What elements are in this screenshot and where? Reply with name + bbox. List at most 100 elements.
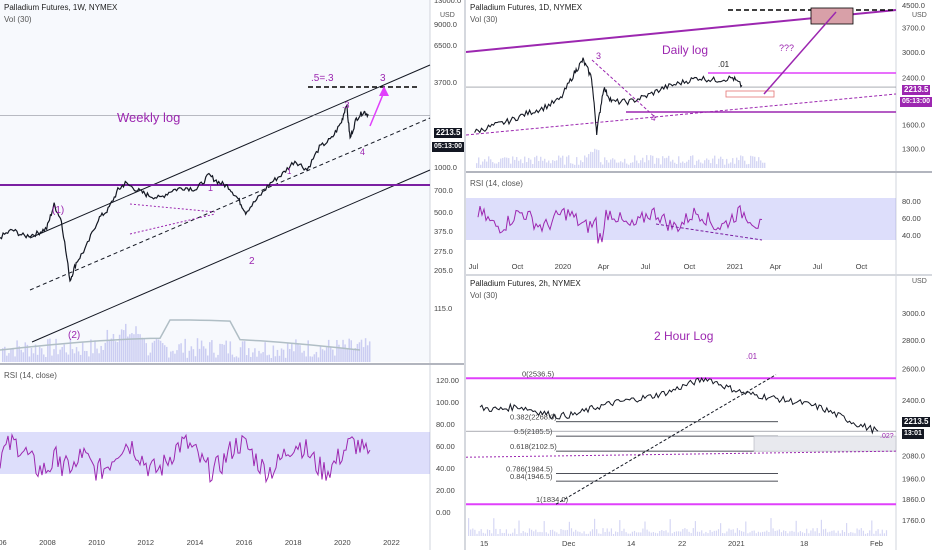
weekly-volume-bar	[297, 343, 299, 362]
weekly-volume-bar	[346, 348, 348, 362]
weekly-volume-bar	[38, 346, 41, 362]
hourly-volume-bar	[627, 533, 629, 536]
weekly-x-tick-label: 2008	[39, 538, 56, 547]
hourly-volume-bar	[468, 518, 470, 536]
weekly-volume-bar	[237, 357, 240, 362]
weekly-volume-bar	[305, 356, 307, 362]
daily-log-label: Daily log	[662, 43, 709, 57]
daily-volume-bar	[572, 163, 574, 168]
daily-volume-bar	[662, 156, 664, 168]
weekly-volume-bar	[313, 354, 316, 362]
hourly-volume-bar	[768, 532, 770, 536]
weekly-volume-bar	[98, 353, 100, 362]
panel-divider-horizontal[interactable]	[466, 274, 932, 276]
weekly-volume-bar	[348, 338, 350, 362]
daily-volume-bar	[558, 155, 560, 168]
weekly-volume-bar	[77, 351, 80, 362]
weekly-volume-bar	[79, 354, 82, 362]
weekly-volume-bar	[307, 340, 309, 362]
hourly-volume-bar	[736, 528, 738, 536]
hourly-volume-bar	[778, 529, 780, 536]
weekly-volume-bar	[172, 350, 174, 362]
weekly-volume-bar	[254, 348, 256, 362]
weekly-volume-bar	[55, 338, 57, 362]
daily-volume-bar	[722, 158, 724, 168]
weekly-volume-bar	[270, 357, 273, 362]
daily-volume-bar	[640, 160, 642, 168]
daily-volume-bar	[646, 155, 648, 168]
daily-volume-bar	[716, 164, 718, 168]
weekly-volume-bar	[8, 353, 10, 362]
weekly-volume-bar	[227, 353, 229, 362]
hourly-volume-bar	[780, 532, 783, 536]
weekly-volume-bar	[114, 341, 117, 362]
hourly-volume-bar	[602, 528, 604, 536]
daily-volume-bar	[614, 159, 616, 168]
weekly-volume-bar	[161, 343, 164, 362]
hourly-chart-panel[interactable]: 1760.0 1860.0 1960.0 2080.0 2400.0 2600.0 2800…	[466, 276, 932, 550]
hourly-volume-bar	[787, 533, 789, 536]
weekly-chart-svg: 115.0205.0275.0375.0500.0700.01000.01400…	[0, 0, 464, 550]
weekly-volume-bar	[221, 344, 223, 362]
hourly-volume-bar	[575, 529, 577, 536]
hourly-volume-bar	[516, 533, 518, 536]
weekly-volume-bar	[159, 340, 162, 362]
hourly-volume-bar	[524, 532, 526, 536]
daily-volume-bar	[504, 157, 506, 168]
hourly-volume-bar	[795, 520, 797, 536]
weekly-y-tick-label: 205.0	[434, 266, 453, 275]
weekly-volume-bar	[368, 341, 371, 362]
hourly-volume-bar	[552, 529, 554, 536]
panel-divider-vertical[interactable]	[464, 0, 466, 550]
weekly-rsi-tick-label: 40.00	[436, 464, 455, 473]
weekly-volume-bar	[49, 338, 51, 362]
daily-rsi-label: RSI (14, close)	[470, 179, 523, 188]
hourly-price-series	[479, 377, 879, 435]
daily-volume-bar	[490, 159, 492, 168]
hourly-volume-bar	[625, 532, 627, 536]
daily-y-tick-label: 2400.0	[902, 74, 925, 83]
hourly-volume-bar	[869, 530, 871, 536]
daily-volume-bar	[698, 159, 700, 168]
weekly-volume-bar	[67, 354, 70, 362]
hourly-volume-bar	[587, 533, 589, 536]
hourly-volume-bar	[877, 529, 879, 536]
hourly-volume-bar	[822, 529, 825, 536]
daily-volume-bar	[736, 157, 738, 168]
hourly-volume-bar	[598, 533, 600, 536]
weekly-y-tick-label: 6500.0	[434, 41, 457, 50]
daily-volume-bar	[568, 155, 570, 168]
daily-chart-panel[interactable]: 1300.01600.02000.02400.03000.03700.04500…	[466, 0, 932, 274]
daily-title: Palladium Futures, 1D, NYMEX	[470, 3, 583, 12]
weekly-volume-bar	[342, 339, 344, 362]
weekly-volume-bar	[252, 352, 254, 362]
hourly-volume-bar	[652, 532, 654, 536]
weekly-volume-bar	[65, 352, 68, 362]
weekly-volume-bar	[178, 344, 180, 362]
weekly-volume-bar	[125, 323, 127, 362]
hourly-volume-bar	[537, 532, 539, 536]
hourly-volume-bar	[720, 523, 722, 536]
hourly-volume-bar	[667, 532, 669, 536]
hourly-volume-bar	[791, 530, 793, 536]
weekly-volume-bar	[69, 338, 72, 362]
hourly-volume-bar	[812, 528, 814, 536]
weekly-volume-bar	[182, 352, 184, 362]
daily-volume-bar	[656, 157, 658, 168]
daily-volume-bar	[574, 164, 576, 168]
daily-volume-bar	[622, 162, 624, 168]
weekly-x-tick-label: 2020	[334, 538, 351, 547]
daily-volume-bar	[550, 163, 552, 168]
daily-volume-bar	[566, 156, 568, 168]
hourly-volume-bar	[696, 531, 699, 536]
weekly-projection-arrow	[369, 91, 385, 127]
daily-volume-bar	[576, 157, 578, 168]
daily-volume-bar	[506, 157, 508, 168]
daily-x-tick-label: Jul	[469, 262, 479, 271]
hourly-volume-bar	[507, 533, 510, 536]
weekly-volume-bar	[311, 356, 314, 362]
weekly-volume-bar	[32, 353, 35, 362]
weekly-wave-3: 3	[380, 73, 386, 84]
weekly-chart-panel[interactable]: 115.0205.0275.0375.0500.0700.01000.01400…	[0, 0, 465, 550]
hourly-volume-bar	[577, 531, 579, 536]
